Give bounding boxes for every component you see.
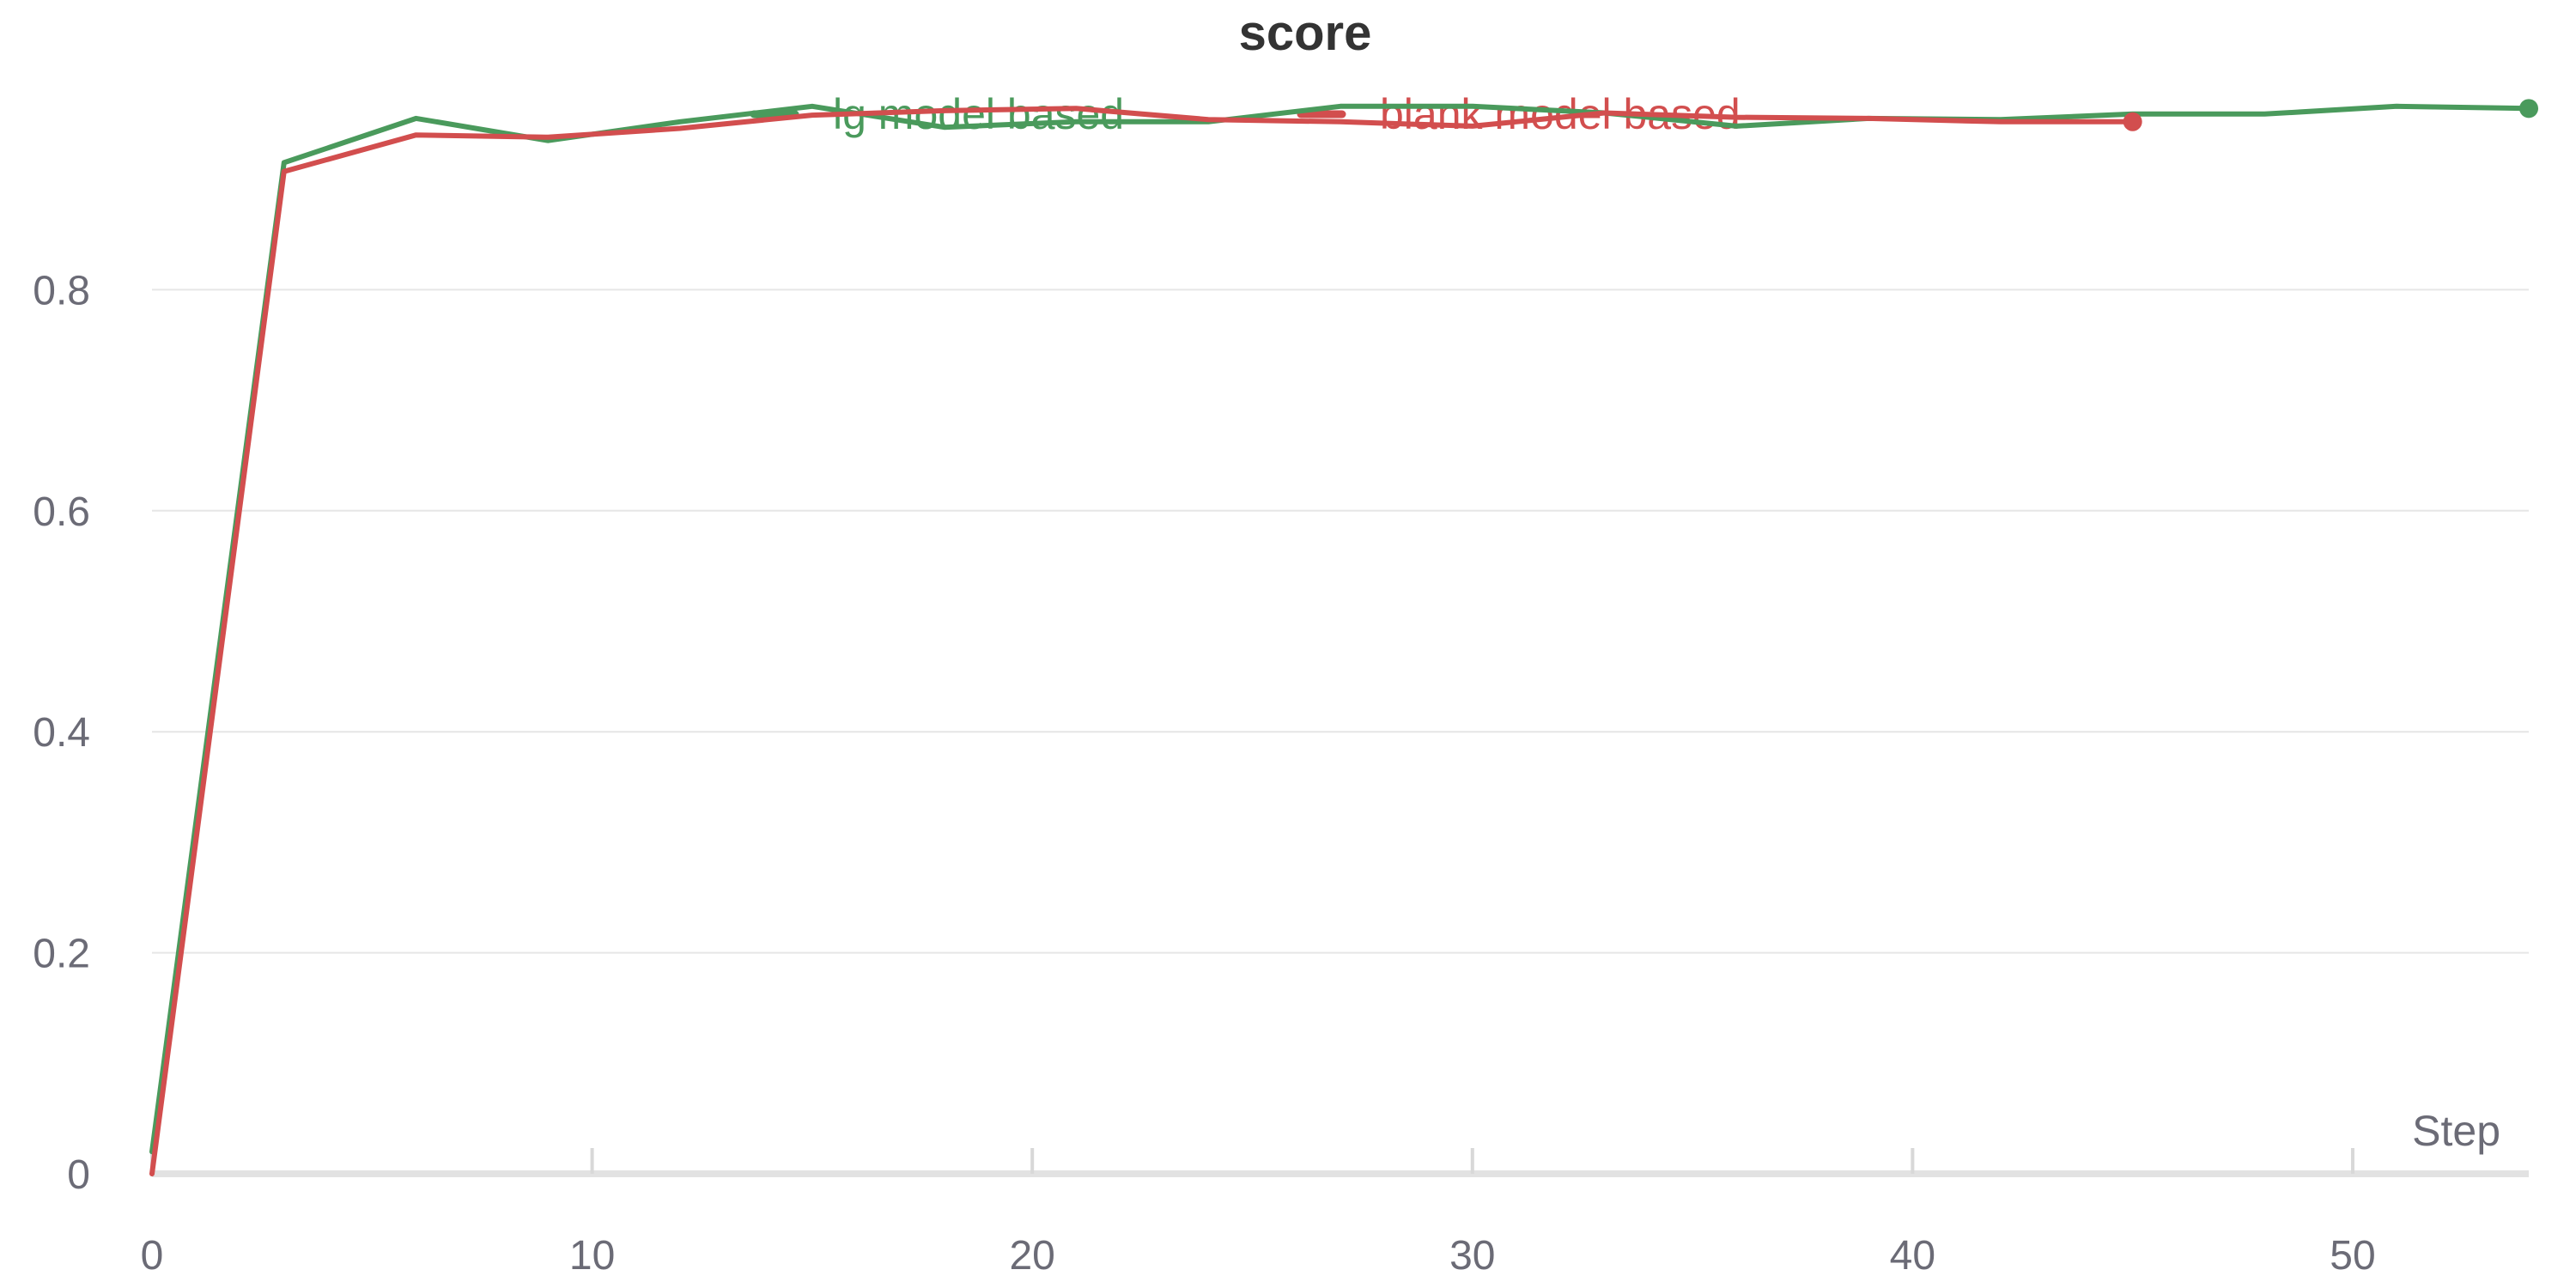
legend: lg model based blank model based xyxy=(750,90,1741,138)
y-tick-label: 0.8 xyxy=(33,268,90,313)
x-tick-label: 10 xyxy=(569,1233,615,1279)
x-tick-label: 20 xyxy=(1009,1233,1054,1279)
grid-lines xyxy=(152,289,2529,954)
series-line-1 xyxy=(149,106,2136,1176)
x-tick-label: 30 xyxy=(1449,1233,1495,1279)
y-axis: 0 0.2 0.4 0.6 0.8 xyxy=(33,268,90,1198)
y-tick-label: 0 xyxy=(67,1152,90,1198)
x-tick-label: 50 xyxy=(2330,1233,2375,1279)
x-tick-label: 40 xyxy=(1890,1233,1935,1279)
y-tick-label: 0.4 xyxy=(33,710,90,756)
series-end-point-1 xyxy=(2123,112,2142,131)
x-axis: 0 10 20 30 40 50 xyxy=(141,1148,2529,1279)
legend-item-1[interactable]: blank model based xyxy=(1297,90,1741,138)
x-axis-label: Step xyxy=(2412,1107,2500,1155)
y-tick-label: 0.2 xyxy=(33,932,90,977)
chart-title: score xyxy=(1239,5,1372,61)
y-tick-label: 0.6 xyxy=(33,489,90,535)
series-line-0 xyxy=(149,103,2531,1155)
series-end-point-0 xyxy=(2519,99,2538,118)
x-tick-label: 0 xyxy=(141,1233,164,1279)
series-group xyxy=(149,99,2538,1176)
